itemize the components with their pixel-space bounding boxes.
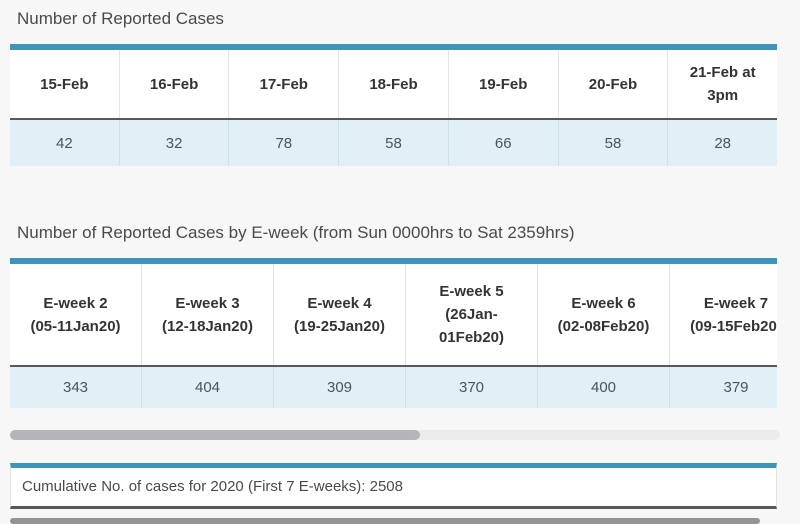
- daily-header-row: 15-Feb 16-Feb 17-Feb 18-Feb 19-Feb 20-Fe…: [10, 50, 777, 118]
- cumulative-box: Cumulative No. of cases for 2020 (First …: [10, 463, 777, 509]
- daily-cases-title: Number of Reported Cases: [17, 9, 224, 28]
- eweek-value-cell: 404: [142, 367, 274, 408]
- eweek-table-scroll-area[interactable]: E-week 2 (05-11Jan20) E-week 3 (12-18Jan…: [10, 258, 777, 408]
- daily-header-cell: 18-Feb: [339, 50, 449, 118]
- eweek-value-cell: 343: [10, 367, 142, 408]
- eweek-label: E-week 4: [307, 294, 372, 312]
- eweek-value-cell: 370: [406, 367, 538, 408]
- eweek-header-cell: E-week 2 (05-11Jan20): [10, 264, 142, 365]
- daily-cases-table: 15-Feb 16-Feb 17-Feb 18-Feb 19-Feb 20-Fe…: [10, 44, 777, 166]
- daily-header-cell: 21-Feb at 3pm: [689, 64, 756, 104]
- header-divider: [10, 365, 777, 367]
- header-divider: [10, 118, 777, 120]
- daily-value-cell: 32: [120, 120, 230, 166]
- eweek-date-range: (26Jan-01Feb20): [438, 306, 505, 346]
- eweek-label: E-week 5: [439, 283, 504, 300]
- eweek-header-cell: E-week 4 (19-25Jan20): [274, 264, 406, 365]
- daily-header-cell: 20-Feb: [559, 50, 669, 118]
- eweek-header-cell: E-week 6 (02-08Feb20): [538, 264, 670, 365]
- eweek-header-cell: E-week 3 (12-18Jan20): [142, 264, 274, 365]
- daily-value-cell: 28: [714, 134, 732, 152]
- daily-values-row: 42 32 78 58 66 58 28: [10, 120, 777, 166]
- daily-header-cell: 19-Feb: [449, 50, 559, 118]
- eweek-label: E-week 2: [43, 294, 108, 312]
- eweek-table: E-week 2 (05-11Jan20) E-week 3 (12-18Jan…: [10, 258, 777, 408]
- daily-value-cell: 58: [339, 120, 449, 166]
- eweek-title: Number of Reported Cases by E-week (from…: [17, 223, 575, 242]
- eweek-value-cell: 309: [274, 367, 406, 408]
- next-section-bar: [10, 518, 760, 524]
- eweek-date-range: (05-11Jan20): [30, 317, 121, 335]
- eweek-label: E-week 3: [175, 294, 240, 312]
- daily-value-cell: 66: [449, 120, 559, 166]
- eweek-value-cell: 379: [723, 379, 749, 396]
- daily-value-cell: 42: [10, 120, 120, 166]
- eweek-values-row: 343 404 309 370 400 379: [10, 367, 777, 408]
- eweek-date-range: (02-08Feb20): [557, 317, 650, 335]
- daily-header-cell: 16-Feb: [120, 50, 230, 118]
- eweek-value-cell: 400: [538, 367, 670, 408]
- eweek-date-range: (19-25Jan20): [294, 317, 385, 335]
- page-content: Number of Reported Cases 15-Feb 16-Feb 1…: [10, 0, 780, 524]
- eweek-header-cell: E-week 7 (09-15Feb20): [670, 264, 777, 365]
- eweek-header-cell: E-week 5 (26Jan-01Feb20): [406, 264, 538, 365]
- cumulative-text: Cumulative No. of cases for 2020 (First …: [22, 478, 403, 495]
- daily-header-cell: 17-Feb: [229, 50, 340, 118]
- eweek-header-row: E-week 2 (05-11Jan20) E-week 3 (12-18Jan…: [10, 264, 777, 365]
- eweek-date-range: (09-15Feb20): [690, 317, 777, 335]
- daily-value-cell: 58: [559, 120, 669, 166]
- horizontal-scrollbar-track[interactable]: [10, 430, 780, 440]
- eweek-label: E-week 6: [571, 294, 636, 312]
- daily-header-cell: 15-Feb: [10, 50, 120, 118]
- scrollbar-thumb[interactable]: [10, 430, 420, 440]
- eweek-date-range: (12-18Jan20): [162, 317, 253, 335]
- eweek-label: E-week 7: [703, 294, 769, 312]
- daily-value-cell: 78: [229, 120, 340, 166]
